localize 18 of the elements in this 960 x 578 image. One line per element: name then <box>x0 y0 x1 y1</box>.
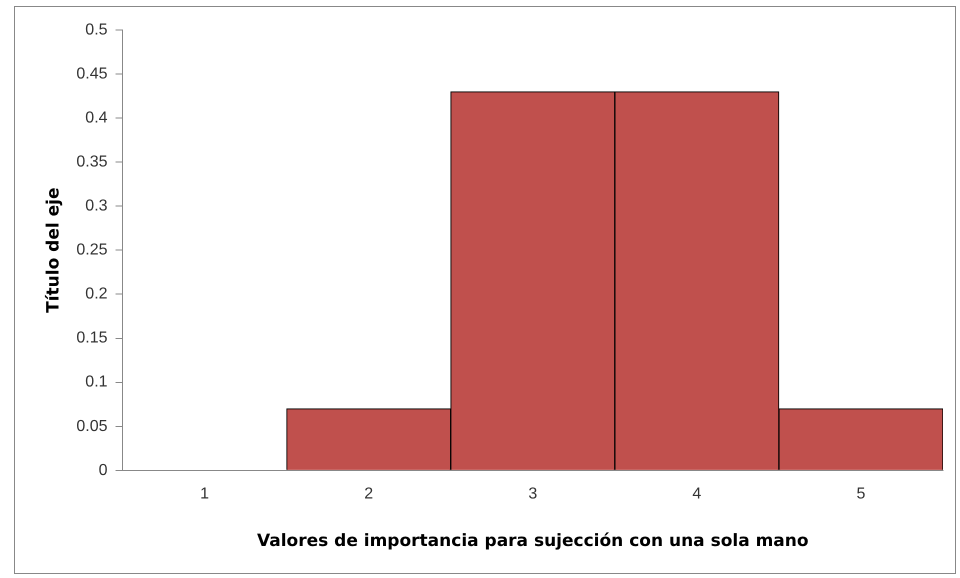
y-tick-label: 0.05 <box>76 418 108 435</box>
y-tick-label: 0.4 <box>85 109 108 126</box>
x-tick-label: 2 <box>364 485 374 502</box>
x-tick-label: 3 <box>528 485 538 502</box>
x-tick-label: 5 <box>856 485 866 502</box>
y-tick-label: 0 <box>98 462 108 479</box>
y-tick-label: 0.15 <box>76 330 108 347</box>
y-tick-label: 0.45 <box>76 65 108 82</box>
x-axis-title: Valores de importancia para sujección con una sola mano <box>256 531 809 552</box>
y-tick-label: 0.2 <box>85 286 108 303</box>
y-tick-label: 0.1 <box>85 374 108 391</box>
x-tick-label: 1 <box>200 485 210 502</box>
y-tick-label: 0.35 <box>76 154 108 171</box>
y-tick-label: 0.25 <box>76 242 108 259</box>
y-tick-label: 0.3 <box>85 198 108 215</box>
y-axis-title: Título del eje <box>44 187 64 313</box>
x-tick-label: 4 <box>692 485 702 502</box>
y-tick-label: 0.5 <box>85 21 108 38</box>
